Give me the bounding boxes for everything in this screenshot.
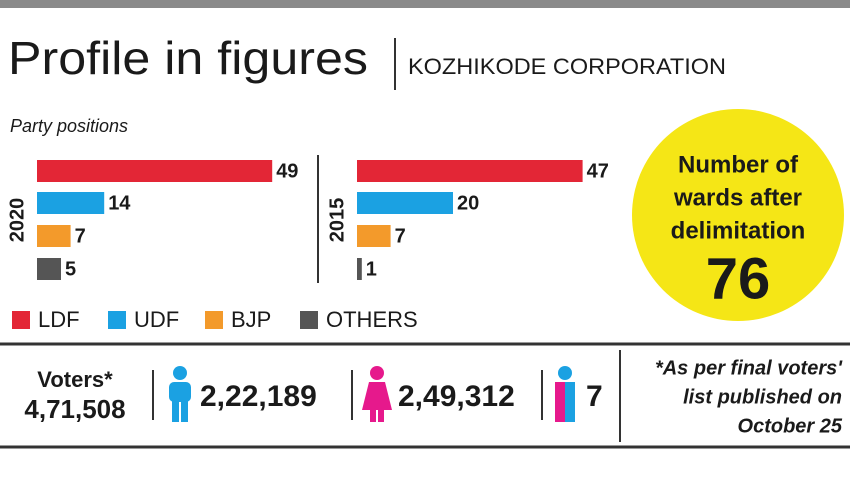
callout-value: 76 <box>706 246 771 311</box>
value-label: 20 <box>457 192 479 214</box>
bar <box>37 258 61 280</box>
voters-total: 4,71,508 <box>24 394 125 424</box>
legend-swatch <box>12 311 30 329</box>
callout-text: delimitation <box>671 217 806 244</box>
legend-swatch <box>205 311 223 329</box>
section-label: Party positions <box>10 116 128 136</box>
bar <box>37 192 105 214</box>
callout-text: wards after <box>673 184 802 211</box>
note-line: October 25 <box>738 415 843 437</box>
legend-swatch <box>300 311 318 329</box>
note-line: *As per final voters' <box>655 357 843 379</box>
note: *As per final voters' list published on Oc… <box>655 357 843 437</box>
transgender-icon <box>555 366 575 422</box>
value-label: 1 <box>366 258 377 280</box>
female-icon <box>362 366 392 422</box>
value-label: 47 <box>587 160 609 182</box>
callout-circle <box>632 109 844 321</box>
legend-label: UDF <box>134 307 179 332</box>
legend-label: LDF <box>38 307 80 332</box>
legend-label: OTHERS <box>326 307 418 332</box>
bar <box>357 160 583 182</box>
value-label: 49 <box>276 160 298 182</box>
subtitle: KOZHIKODE CORPORATION <box>408 54 726 79</box>
value-label: 7 <box>75 225 86 247</box>
callout-text: Number of <box>678 151 799 178</box>
chart-title: 2020 <box>6 198 28 243</box>
female-count: 2,49,312 <box>398 380 515 413</box>
value-label: 14 <box>108 192 131 214</box>
male-icon <box>169 366 191 422</box>
bar <box>357 192 453 214</box>
bar <box>357 225 391 247</box>
legend: LDF UDF BJP OTHERS <box>12 307 418 332</box>
bar <box>357 258 362 280</box>
male-count: 2,22,189 <box>200 380 317 413</box>
chart-title: 2015 <box>326 198 348 243</box>
legend-label: BJP <box>231 307 271 332</box>
legend-swatch <box>108 311 126 329</box>
value-label: 5 <box>65 258 76 280</box>
voters-label: Voters* <box>37 367 113 392</box>
value-label: 7 <box>395 225 406 247</box>
transgender-count: 7 <box>586 380 603 413</box>
bar <box>37 160 273 182</box>
bar <box>37 225 71 247</box>
top-bar <box>0 0 850 8</box>
note-line: list published on <box>683 386 842 408</box>
title: Profile in figures <box>8 32 368 84</box>
